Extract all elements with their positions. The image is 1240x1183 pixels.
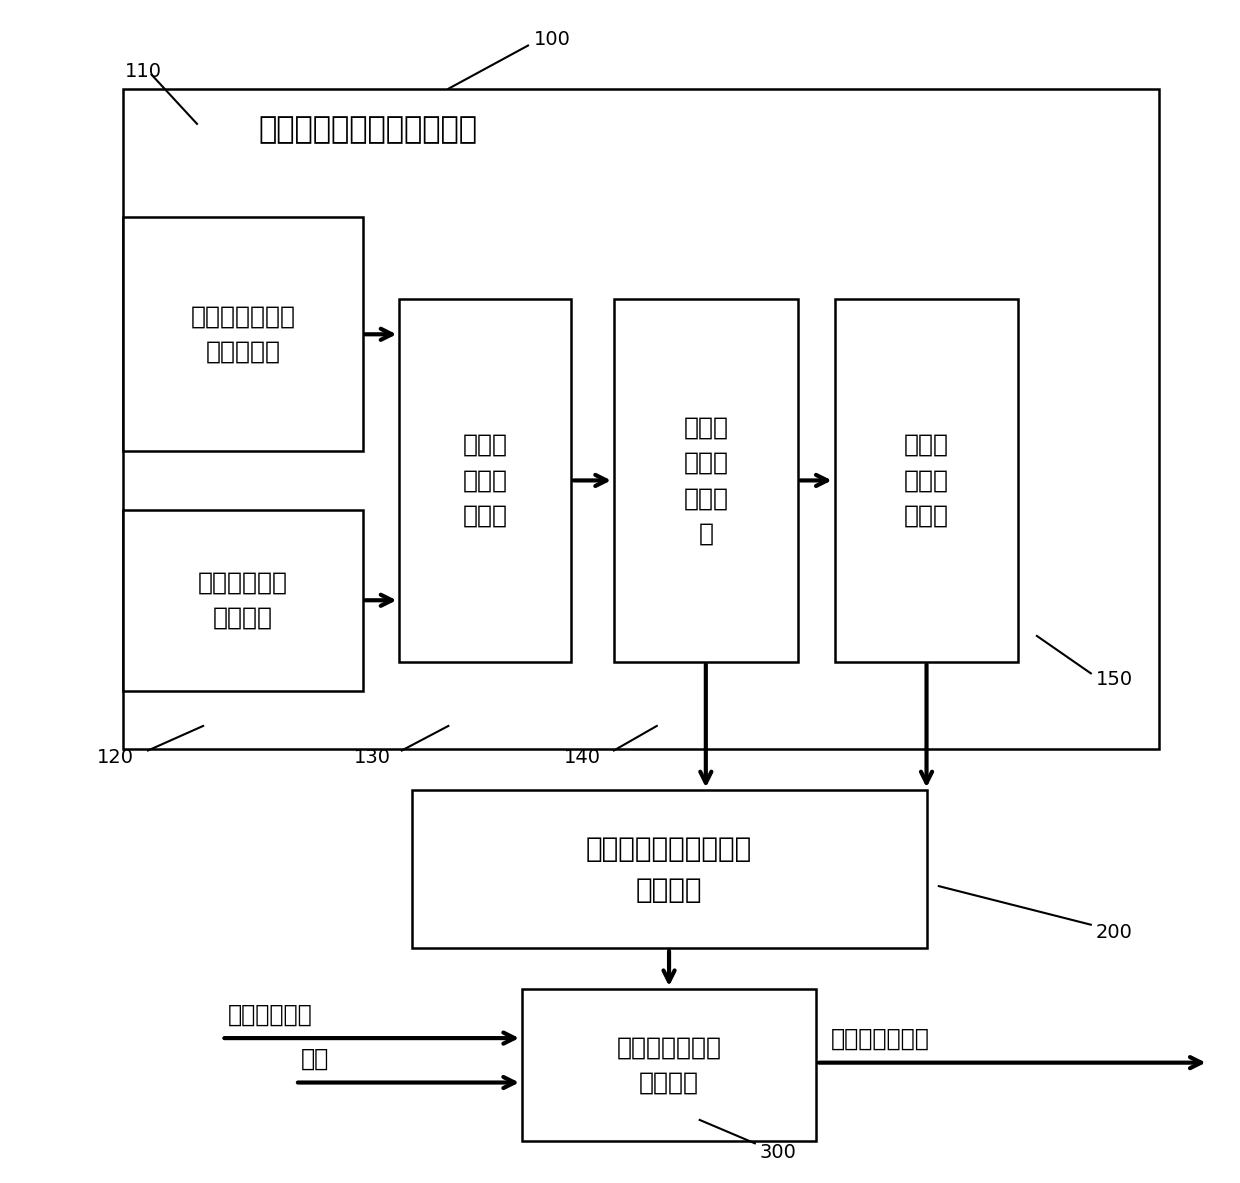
Text: 驾驶员需求扭矩: 驾驶员需求扭矩 <box>831 1027 930 1051</box>
Text: 140: 140 <box>564 748 600 767</box>
Text: 车速: 车速 <box>301 1047 330 1071</box>
Text: 100: 100 <box>534 31 572 50</box>
Text: 130: 130 <box>353 748 391 767</box>
Text: 电机最大扭矩
估算模块: 电机最大扭矩 估算模块 <box>198 570 288 631</box>
Text: 驾驶员扭矩需求
解析模块: 驾驶员扭矩需求 解析模块 <box>616 1035 722 1094</box>
Text: 110: 110 <box>125 62 161 80</box>
Text: 200: 200 <box>1096 924 1132 943</box>
Text: 传动系
损失计
算模块: 传动系 损失计 算模块 <box>904 433 949 528</box>
Text: 加速踏板开度: 加速踏板开度 <box>228 1002 312 1027</box>
Text: 发动机最大功扭
矩估算模块: 发动机最大功扭 矩估算模块 <box>191 304 295 364</box>
Bar <box>835 299 1018 661</box>
Text: 150: 150 <box>1096 670 1133 689</box>
Text: 300: 300 <box>760 1143 796 1162</box>
Bar <box>522 989 816 1140</box>
Text: 传动系
扭矩限
制模块: 传动系 扭矩限 制模块 <box>463 433 507 528</box>
Text: 传动系
传动比
计算模
块: 传动系 传动比 计算模 块 <box>683 415 728 545</box>
Text: 动力系统最大驱动扭矩
计算模块: 动力系统最大驱动扭矩 计算模块 <box>587 834 753 904</box>
Bar <box>124 218 362 451</box>
Text: 动力系统扭矩能力计算模块: 动力系统扭矩能力计算模块 <box>258 115 477 144</box>
Text: 120: 120 <box>97 748 134 767</box>
Bar <box>614 299 797 661</box>
Bar <box>124 510 362 691</box>
Bar <box>412 790 926 948</box>
Bar <box>124 89 1159 749</box>
Bar <box>399 299 570 661</box>
